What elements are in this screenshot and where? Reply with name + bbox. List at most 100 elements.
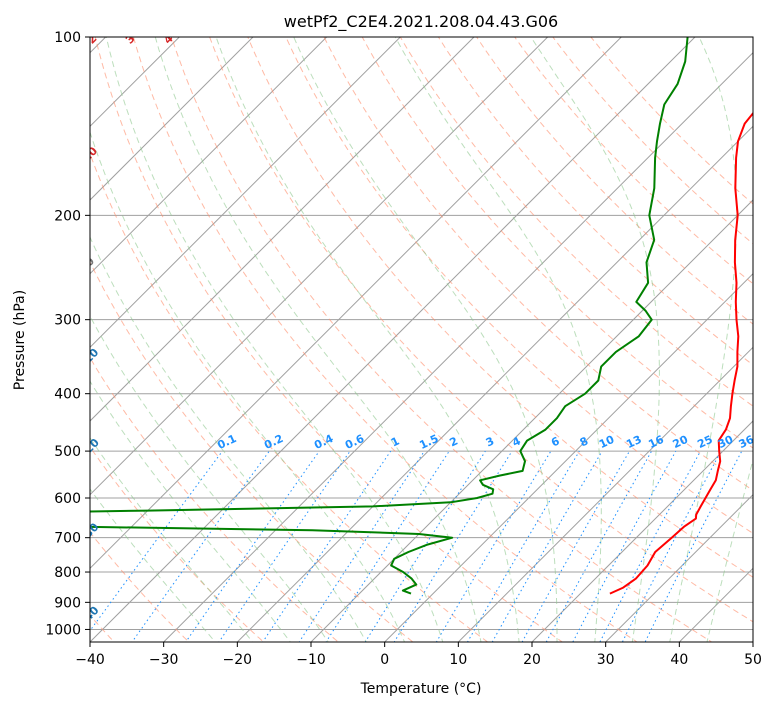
dewpoint-profile-line bbox=[90, 37, 689, 595]
mixing-ratio-line bbox=[393, 450, 513, 642]
dry-adiabat-line bbox=[590, 37, 753, 205]
isotherm-line bbox=[90, 37, 475, 422]
chart-title: wetPf2_C2E4.2021.208.04.43.G06 bbox=[284, 12, 558, 32]
x-tick-label: 50 bbox=[744, 652, 762, 668]
moist-adiabat-line bbox=[90, 488, 216, 642]
mixing-ratio-label: 1 bbox=[389, 434, 401, 449]
x-tick-label: 10 bbox=[449, 652, 467, 668]
y-axis-label: Pressure (hPa) bbox=[12, 290, 28, 390]
dry-adiabat-line bbox=[90, 260, 414, 642]
isotherm-line bbox=[90, 37, 696, 642]
isotherm-line bbox=[310, 199, 753, 642]
moist-adiabat-line bbox=[215, 37, 520, 642]
moist-adiabat-line bbox=[394, 37, 602, 642]
y-tick-label: 100 bbox=[54, 30, 81, 46]
mixing-ratio-label: 0.6 bbox=[343, 432, 366, 452]
x-tick-label: −40 bbox=[75, 652, 105, 668]
dry-adiabat-label: 30 bbox=[123, 26, 143, 46]
x-tick-label: 40 bbox=[670, 652, 688, 668]
mixing-ratio-label: 2 bbox=[448, 434, 460, 449]
dry-adiabat-label: -30 bbox=[78, 520, 101, 543]
mixing-ratio-line bbox=[545, 450, 653, 642]
dry-adiabat-line bbox=[90, 356, 340, 642]
moist-adiabat-line bbox=[154, 37, 482, 642]
mixing-ratio-line bbox=[131, 450, 270, 642]
x-tick-label: 0 bbox=[380, 652, 389, 668]
isotherm-line bbox=[236, 125, 753, 642]
dry-adiabat-line bbox=[514, 37, 753, 285]
moist-adiabat-line bbox=[90, 436, 254, 642]
axes: −40 −30 −20 −10 0 10 20 30 40 5010020030040050060… bbox=[45, 30, 762, 668]
mixing-ratio-line bbox=[262, 450, 392, 642]
moist-adiabat-line bbox=[530, 37, 660, 642]
isotherm-line bbox=[457, 346, 753, 642]
plot-area: 0.1 0.2 0.4 0.6 1 1.5 2 3 4 6 8 10 13 16 20 25 30 36-40-3… bbox=[0, 10, 753, 654]
dry-adiabat-label: 10 bbox=[80, 144, 100, 164]
isotherm-line bbox=[0, 10, 59, 654]
mixing-ratio-line bbox=[521, 450, 630, 642]
data-lines bbox=[90, 37, 753, 595]
x-tick-label: −30 bbox=[149, 652, 179, 668]
mixing-ratio-line bbox=[325, 450, 450, 642]
mixing-ratio-label: 6 bbox=[549, 434, 562, 449]
mixing-ratio-label: 4 bbox=[510, 434, 523, 449]
mixing-ratio-line bbox=[466, 450, 580, 642]
moist-adiabat-line bbox=[90, 380, 291, 642]
mixing-ratio-line bbox=[644, 450, 743, 642]
mixing-ratio-label: 30 bbox=[716, 433, 736, 451]
mixing-ratio-line bbox=[491, 450, 603, 642]
isotherm-line bbox=[752, 641, 753, 642]
dry-adiabat-line bbox=[132, 37, 638, 642]
isotherm-line bbox=[162, 51, 753, 642]
y-tick-label: 500 bbox=[54, 444, 81, 460]
mixing-ratio-label: 13 bbox=[624, 433, 643, 451]
moist-adiabat-line bbox=[105, 37, 444, 642]
isotherm-line bbox=[90, 37, 328, 275]
dry-adiabat-line bbox=[247, 37, 753, 578]
isotherm-line bbox=[90, 37, 402, 349]
dry-adiabat-label: 20 bbox=[85, 26, 105, 46]
dry-adiabat-label: -40 bbox=[78, 603, 101, 626]
dry-adiabat-line bbox=[209, 37, 753, 623]
mixing-ratio-line bbox=[435, 450, 552, 642]
dry-adiabat-line bbox=[90, 152, 489, 642]
x-tick-label: −10 bbox=[296, 652, 326, 668]
dry-adiabat-line bbox=[399, 37, 753, 407]
dry-adiabat-line bbox=[437, 37, 753, 366]
dry-adiabat-label: 0 bbox=[82, 254, 97, 269]
dry-adiabat-line bbox=[170, 37, 713, 642]
isotherm-line bbox=[531, 420, 753, 642]
y-tick-label: 700 bbox=[54, 531, 81, 547]
isotherm-line bbox=[90, 37, 181, 128]
y-tick-label: 900 bbox=[54, 595, 81, 611]
mixing-ratio-label: 0.2 bbox=[262, 432, 285, 452]
plot-frame bbox=[89, 36, 754, 643]
x-tick-label: 20 bbox=[523, 652, 541, 668]
dry-adiabat-line bbox=[361, 37, 753, 449]
dry-adiabat-line bbox=[552, 37, 753, 245]
mixing-ratio-label: 20 bbox=[671, 433, 691, 451]
mixing-ratio-label: 3 bbox=[484, 434, 496, 449]
dry-adiabat-line bbox=[94, 37, 564, 642]
dry-adiabat-label: -10 bbox=[78, 346, 101, 369]
mixing-ratio-label: 25 bbox=[695, 433, 714, 451]
x-tick-label: 30 bbox=[597, 652, 615, 668]
dry-adiabat-line bbox=[323, 37, 753, 491]
isotherm-line bbox=[90, 37, 254, 201]
dry-adiabat-line bbox=[476, 37, 753, 325]
mixing-ratio-line bbox=[599, 450, 701, 642]
isotherm-line bbox=[90, 37, 623, 570]
x-axis-label: Temperature (°C) bbox=[360, 681, 482, 697]
y-tick-label: 800 bbox=[54, 565, 81, 581]
y-tick-label: 300 bbox=[54, 313, 81, 329]
x-tick-label: −20 bbox=[223, 652, 253, 668]
moist-adiabat-line bbox=[293, 37, 558, 642]
y-tick-label: 1000 bbox=[45, 622, 81, 638]
mixing-ratio-label: 16 bbox=[646, 433, 666, 451]
mixing-ratio-label: 10 bbox=[597, 433, 617, 451]
mixing-ratio-label: 0.1 bbox=[215, 432, 238, 452]
y-tick-label: 200 bbox=[54, 208, 81, 224]
dry-adiabat-label: 40 bbox=[161, 26, 181, 46]
mixing-ratio-label: 1.5 bbox=[417, 432, 440, 452]
